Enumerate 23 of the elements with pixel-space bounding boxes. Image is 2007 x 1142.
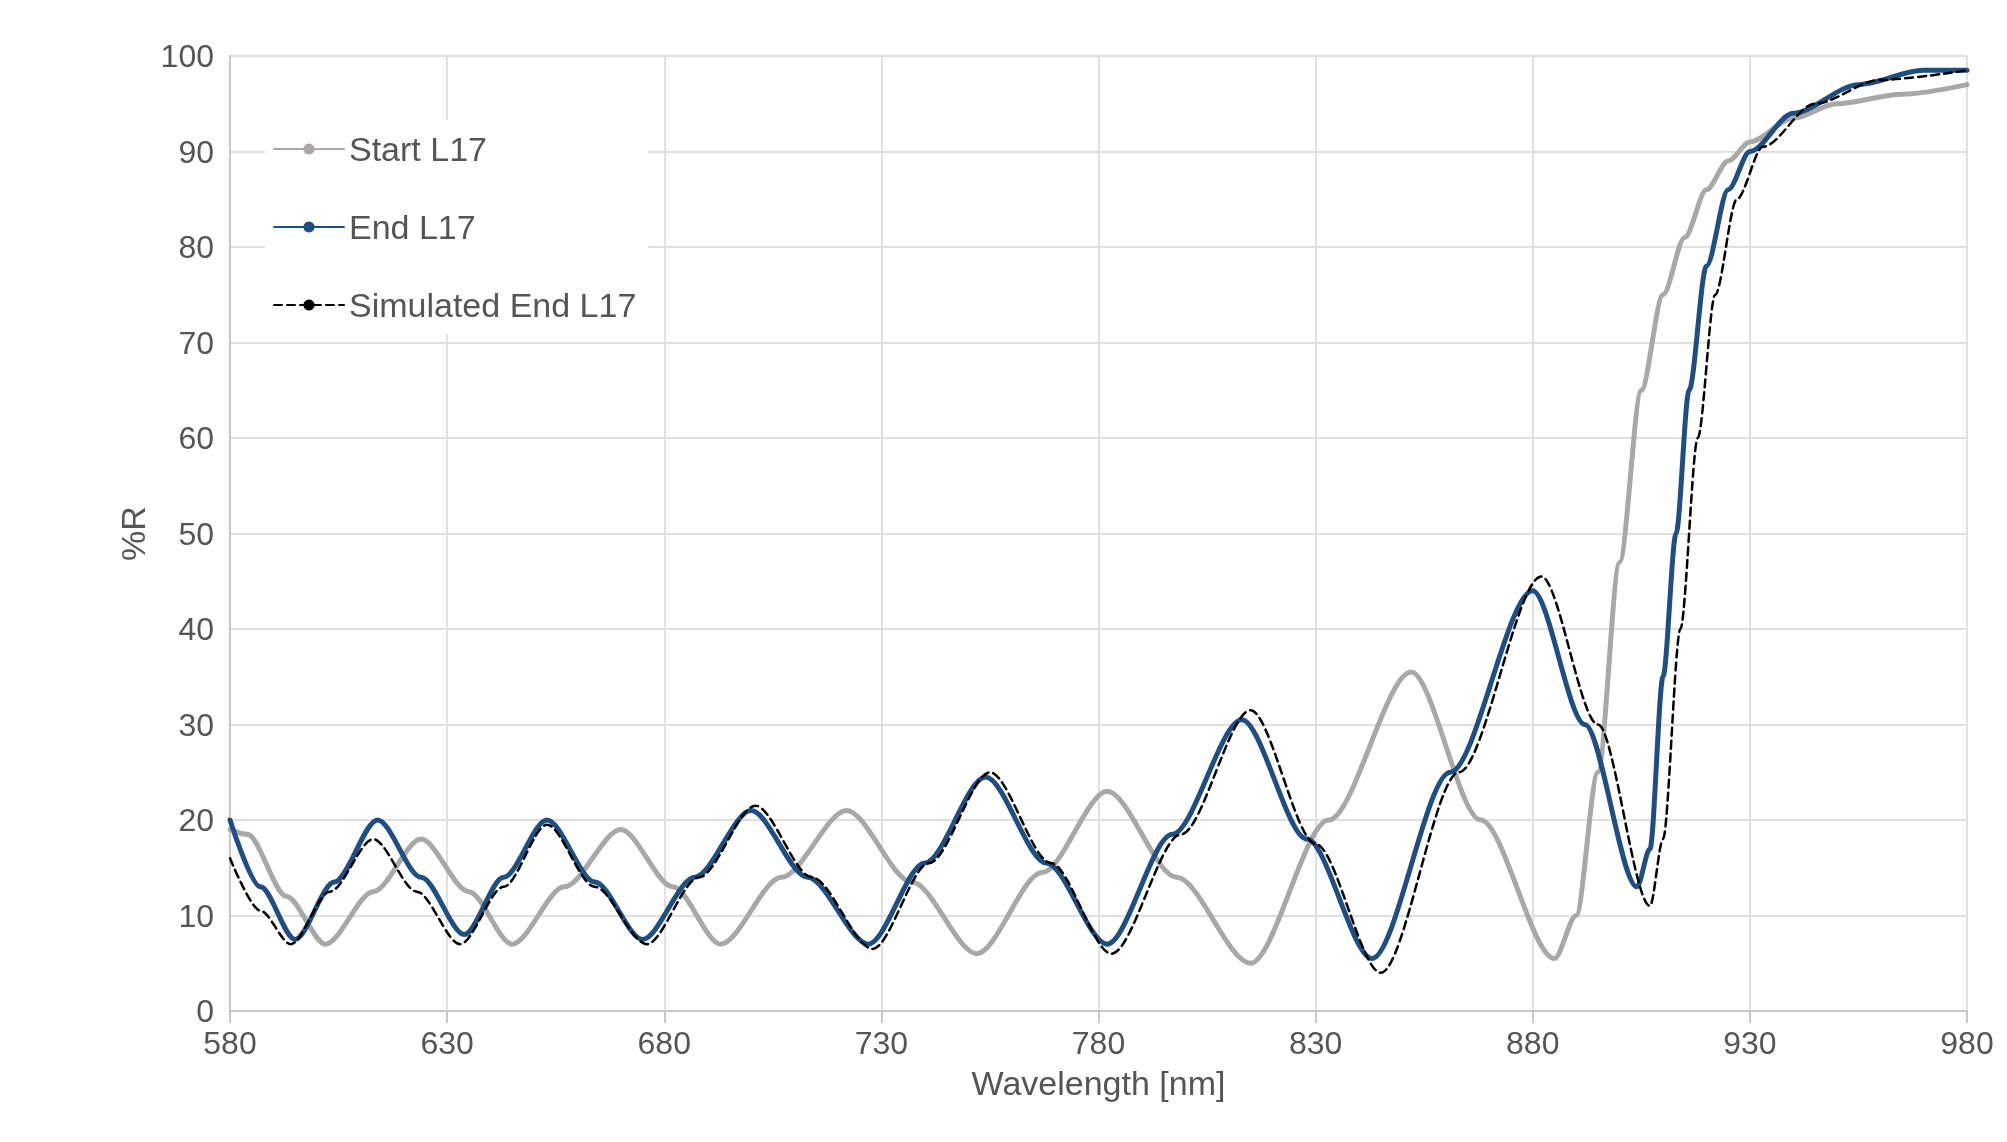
- y-tick-label: 70: [178, 324, 214, 361]
- y-tick-label: 20: [178, 802, 214, 838]
- y-tick-label: 30: [178, 706, 214, 743]
- legend-label: Start L17: [349, 130, 487, 168]
- y-tick-label: 10: [178, 897, 214, 934]
- legend-label: End L17: [349, 208, 476, 246]
- y-tick-label: 40: [178, 611, 214, 647]
- y-tick-label: 100: [160, 38, 214, 74]
- x-axis-title: Wavelength [nm]: [971, 1064, 1226, 1102]
- y-tick-label: 60: [178, 420, 214, 456]
- x-tick-label: 780: [1071, 1025, 1126, 1061]
- x-tick-label: 680: [637, 1025, 691, 1061]
- y-tick-label: 50: [178, 515, 214, 552]
- y-tick-label: 80: [178, 229, 214, 265]
- x-tick-label: 880: [1506, 1025, 1560, 1061]
- x-tick-label: 980: [1940, 1025, 1994, 1061]
- y-axis-title: %R: [113, 506, 152, 561]
- x-tick-label: 630: [420, 1025, 474, 1061]
- x-tick-label: 830: [1288, 1025, 1343, 1061]
- legend-label: Simulated End L17: [349, 286, 637, 324]
- x-tick-label: 730: [854, 1025, 909, 1061]
- y-tick-label: 90: [178, 133, 214, 170]
- x-tick-label: 930: [1723, 1025, 1777, 1061]
